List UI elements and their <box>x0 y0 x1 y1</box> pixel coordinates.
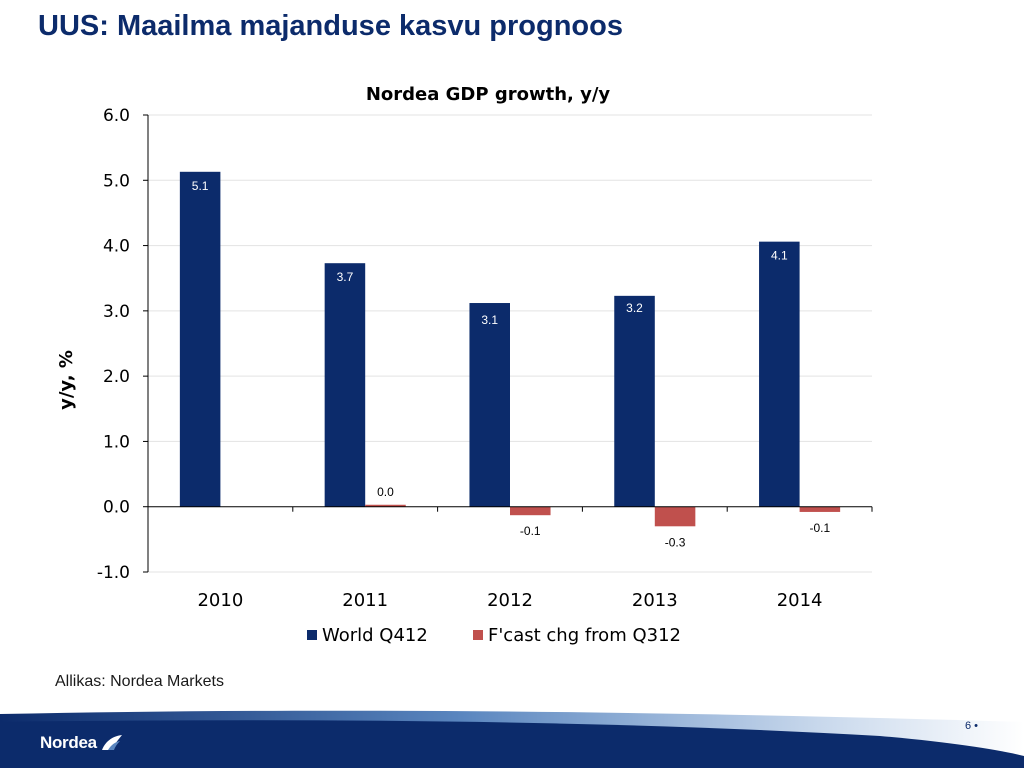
data-label: 5.1 <box>192 179 209 193</box>
bar-world <box>759 241 800 507</box>
y-tick-label: 5.0 <box>103 171 130 191</box>
y-tick-label: 2.0 <box>103 367 130 387</box>
bars <box>179 171 841 527</box>
gdp-growth-chart: Nordea GDP growth, y/y y/y, % 6.0 5.0 4.0 3… <box>56 84 873 646</box>
legend-swatch <box>307 630 317 640</box>
axes: 6.0 5.0 4.0 3.0 2.0 1.0 0.0 -1.0 2010 2011 2012 201… <box>97 106 873 611</box>
bar-world <box>324 263 366 507</box>
data-label: -0.1 <box>520 524 541 538</box>
y-tick-label: 1.0 <box>103 432 130 452</box>
slide-title: UUS: Maailma majanduse kasvu prognoos <box>38 10 623 42</box>
data-label: 3.1 <box>481 313 498 327</box>
legend-label: World Q412 <box>322 625 428 646</box>
bar-forecast-change <box>365 504 406 507</box>
data-label: 3.7 <box>337 270 354 284</box>
bar-forecast-change <box>510 506 551 516</box>
data-label: 0.0 <box>377 485 394 499</box>
chart-title: Nordea GDP growth, y/y <box>366 84 611 105</box>
bar-world <box>179 171 221 507</box>
bar-world <box>614 295 655 507</box>
x-tick-label: 2013 <box>632 590 678 611</box>
data-labels: 5.1 3.7 0.0 3.1 -0.1 3.2 -0.3 4.1 -0.1 <box>192 179 831 550</box>
page-number: 6 • <box>964 720 978 732</box>
bar-forecast-change <box>654 506 696 527</box>
legend-label: F'cast chg from Q312 <box>488 625 681 646</box>
y-tick-label: 4.0 <box>103 237 130 257</box>
y-axis-label: y/y, % <box>56 350 77 410</box>
data-label: -0.1 <box>810 521 831 535</box>
bar-world <box>469 303 510 507</box>
data-label: 4.1 <box>771 249 788 263</box>
nordea-sail-icon <box>101 735 122 750</box>
y-tick-label: 3.0 <box>103 302 130 322</box>
data-label: -0.3 <box>665 535 686 549</box>
x-tick-label: 2014 <box>777 590 823 611</box>
y-tick-label: 6.0 <box>103 106 130 126</box>
x-tick-label: 2012 <box>487 590 533 611</box>
legend: World Q412 F'cast chg from Q312 <box>307 625 681 646</box>
y-tick-label: 0.0 <box>103 498 130 518</box>
bar-forecast-change <box>799 506 841 512</box>
logo-text: Nordea <box>40 733 97 752</box>
footer-band <box>0 710 1024 768</box>
legend-swatch <box>473 630 483 640</box>
y-tick-label: -1.0 <box>97 563 130 583</box>
source-note: Allikas: Nordea Markets <box>55 673 224 690</box>
nordea-logo: Nordea <box>40 733 124 753</box>
x-tick-label: 2011 <box>342 590 388 611</box>
x-tick-label: 2010 <box>197 590 243 611</box>
data-label: 3.2 <box>626 301 643 315</box>
